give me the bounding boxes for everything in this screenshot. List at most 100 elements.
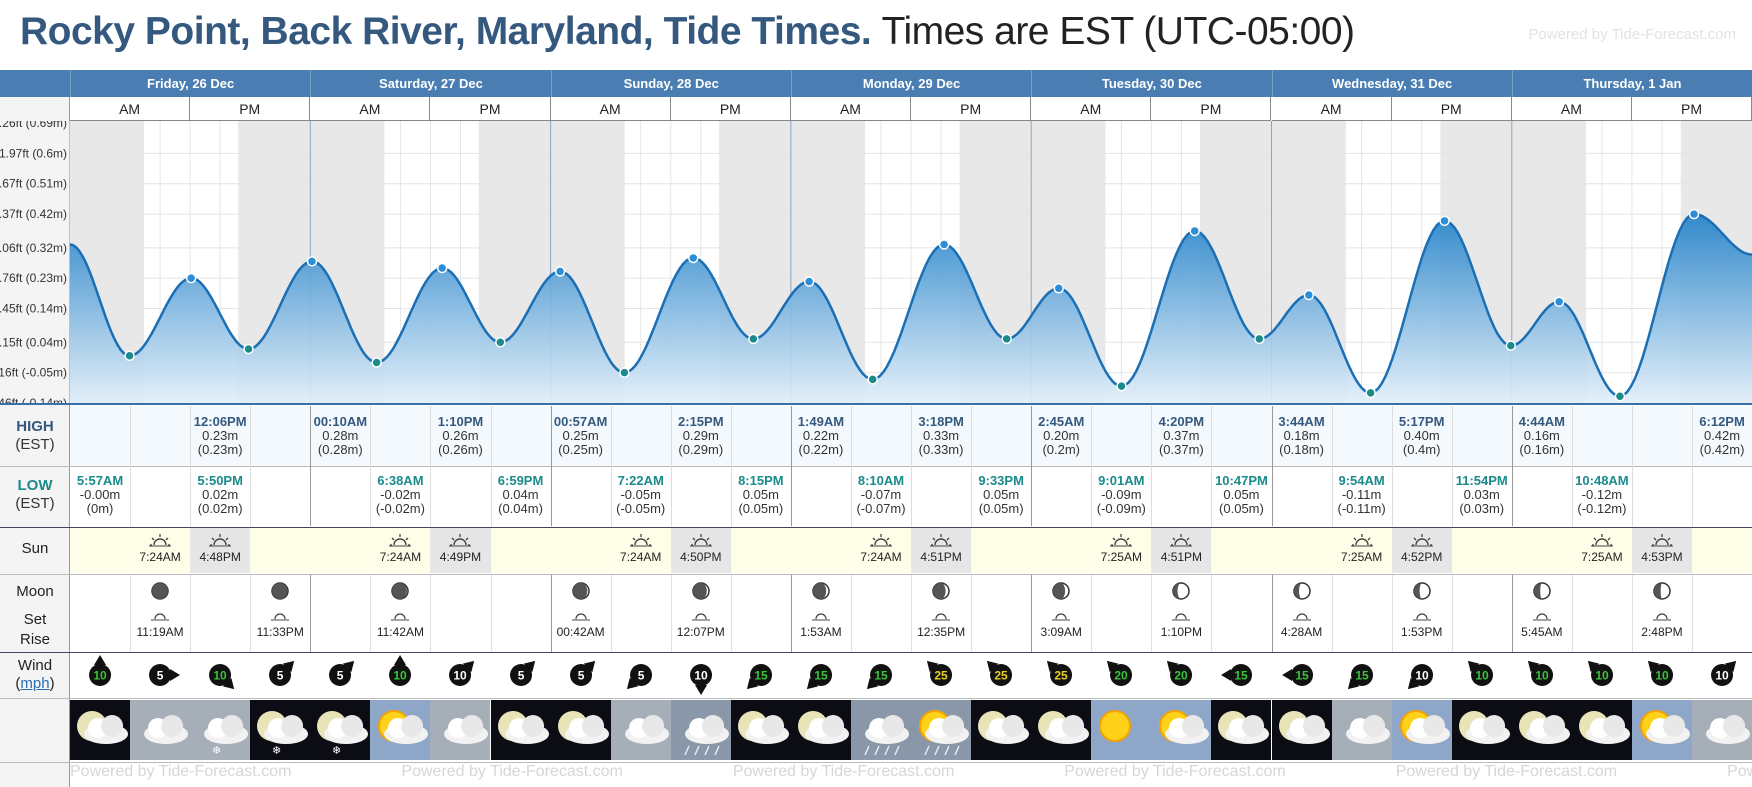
wind-speed: 5 — [517, 669, 524, 683]
tide-height: 0.29m — [682, 428, 719, 443]
weather-cell — [370, 700, 431, 760]
sunrise-icon — [149, 534, 172, 547]
tide-height-metric: (0.22m) — [798, 442, 844, 457]
slot-divider — [1511, 406, 1513, 526]
rain-partly-sunny-icon — [911, 700, 972, 760]
sunset-icon — [209, 534, 232, 547]
weather-cell — [1271, 700, 1332, 760]
high-label: HIGH — [16, 418, 54, 435]
night-partly-cloudy-icon — [550, 700, 611, 760]
y-tick-label: 2.26ft (0.69m) — [0, 121, 67, 130]
low-tide-cell: 10:48AM -0.12m (-0.12m) — [1572, 474, 1632, 516]
moon-phase-icon — [391, 582, 410, 600]
tide-height: 0.40m — [1403, 428, 1440, 443]
tide-height-metric: (0.29m) — [678, 442, 724, 457]
sunrise-icon — [870, 534, 892, 547]
tide-height-metric: (-0.05m) — [616, 501, 666, 516]
moon-time: 11:19AM — [136, 625, 184, 639]
tide-height: -0.02m — [380, 487, 421, 502]
weather-cell — [1211, 700, 1272, 760]
slot-divider — [670, 406, 672, 526]
wind-cell: 15 — [791, 653, 851, 697]
sunset-cell: 4:51PM — [911, 528, 972, 573]
slot-divider — [911, 406, 913, 526]
weather-cell: ❄ — [310, 700, 371, 760]
wind-speed: 10 — [694, 669, 708, 683]
night-partly-cloudy-icon — [1511, 700, 1572, 760]
wind-arrow-icon: 25 — [1047, 660, 1073, 686]
slot-divider — [971, 575, 973, 652]
wind-arrow-icon: 10 — [209, 664, 235, 690]
tide-time: 3:18PM — [918, 414, 964, 429]
tide-height-metric: (0.05m) — [738, 501, 784, 516]
sunset-icon — [930, 534, 953, 547]
am-label: AM — [310, 97, 431, 121]
wind-badge — [1650, 664, 1673, 686]
slot-divider — [1211, 575, 1213, 652]
watermark-text: Powered by Tide-Forecast.com — [1727, 763, 1752, 780]
wind-speed: 10 — [1535, 669, 1549, 683]
pm-label: PM — [670, 97, 791, 121]
day-header: Monday, 29 Dec — [790, 70, 1031, 97]
slot-divider — [370, 406, 372, 526]
wind-badge — [1050, 664, 1073, 686]
tide-time: 1:10PM — [437, 414, 484, 429]
sun-label: Sun — [21, 540, 49, 557]
slot-divider — [1692, 406, 1694, 526]
svg-text:❄: ❄ — [212, 745, 221, 757]
wind-speed: 5 — [157, 669, 164, 683]
sunrise-icon — [629, 534, 652, 547]
y-tick-label: -0.16ft (-0.05m) — [0, 366, 67, 380]
wind-badge — [449, 664, 472, 686]
night-snow-icon: ❄ — [250, 700, 311, 760]
wind-speed: 10 — [1655, 669, 1669, 683]
wind-unit-link[interactable]: mph — [20, 675, 50, 692]
high-tide-cell: 12:06PM 0.23m (0.23m) — [190, 415, 250, 457]
wind-arrow-icon: 15 — [1347, 664, 1373, 690]
low-tide-point — [748, 333, 759, 345]
weather-cell — [670, 700, 731, 760]
tide-height: -0.00m — [79, 487, 121, 502]
wind-cell: 5 — [130, 653, 190, 697]
wind-badge — [1110, 664, 1133, 686]
tide-time: 9:01AM — [1098, 473, 1145, 488]
high-tide-point — [1439, 215, 1450, 227]
sunset-cell: 4:49PM — [430, 528, 491, 573]
wind-speed: 20 — [1115, 669, 1129, 683]
high-tide-point — [185, 272, 197, 284]
low-tide-cell: 8:15PM 0.05m (0.05m) — [731, 474, 791, 516]
slot-divider — [1031, 406, 1033, 526]
cloudy-icon — [1331, 700, 1392, 760]
am-label: AM — [70, 97, 191, 121]
tide-height-metric: (0.16m) — [1519, 442, 1565, 457]
pm-label: PM — [1151, 97, 1272, 121]
slot-divider — [130, 575, 132, 652]
wind-arrow-icon: 5 — [329, 660, 355, 686]
moon-phase-icon — [932, 582, 950, 600]
wind-speed: 5 — [337, 669, 344, 683]
moon-time: 12:07PM — [676, 625, 725, 639]
slot-divider — [1391, 575, 1393, 652]
moon-time: 1:53PM — [1400, 625, 1443, 639]
tide-height: -0.07m — [860, 487, 902, 502]
high-tide-point — [938, 239, 950, 250]
wind-cell: 10 — [370, 653, 430, 697]
high-tide-cell: 6:12PM 0.42m (0.42m) — [1692, 415, 1752, 457]
wind-badge — [1711, 664, 1734, 686]
tide-height-metric: (0m) — [86, 501, 114, 516]
slot-divider — [670, 575, 672, 652]
tide-height-metric: (-0.09m) — [1096, 501, 1146, 516]
tide-time: 5:50PM — [197, 473, 243, 488]
slot-divider — [790, 406, 792, 526]
moon-cell: 2:48PM — [1632, 575, 1692, 650]
low-tide-cell: 9:33PM 0.05m (0.05m) — [971, 474, 1031, 516]
sunset-icon — [1650, 534, 1673, 547]
tide-height: 0.18m — [1283, 428, 1320, 443]
wind-arrow-icon: 20 — [1167, 660, 1193, 686]
y-tick-label: -0.46ft (-0.14m) — [0, 396, 67, 405]
slot-divider — [1571, 406, 1573, 526]
weather-cell — [430, 700, 491, 760]
partly-sunny-icon — [370, 700, 431, 760]
am-label: AM — [550, 97, 671, 121]
timezone-note: Times are EST (UTC-05:00) — [881, 10, 1355, 53]
